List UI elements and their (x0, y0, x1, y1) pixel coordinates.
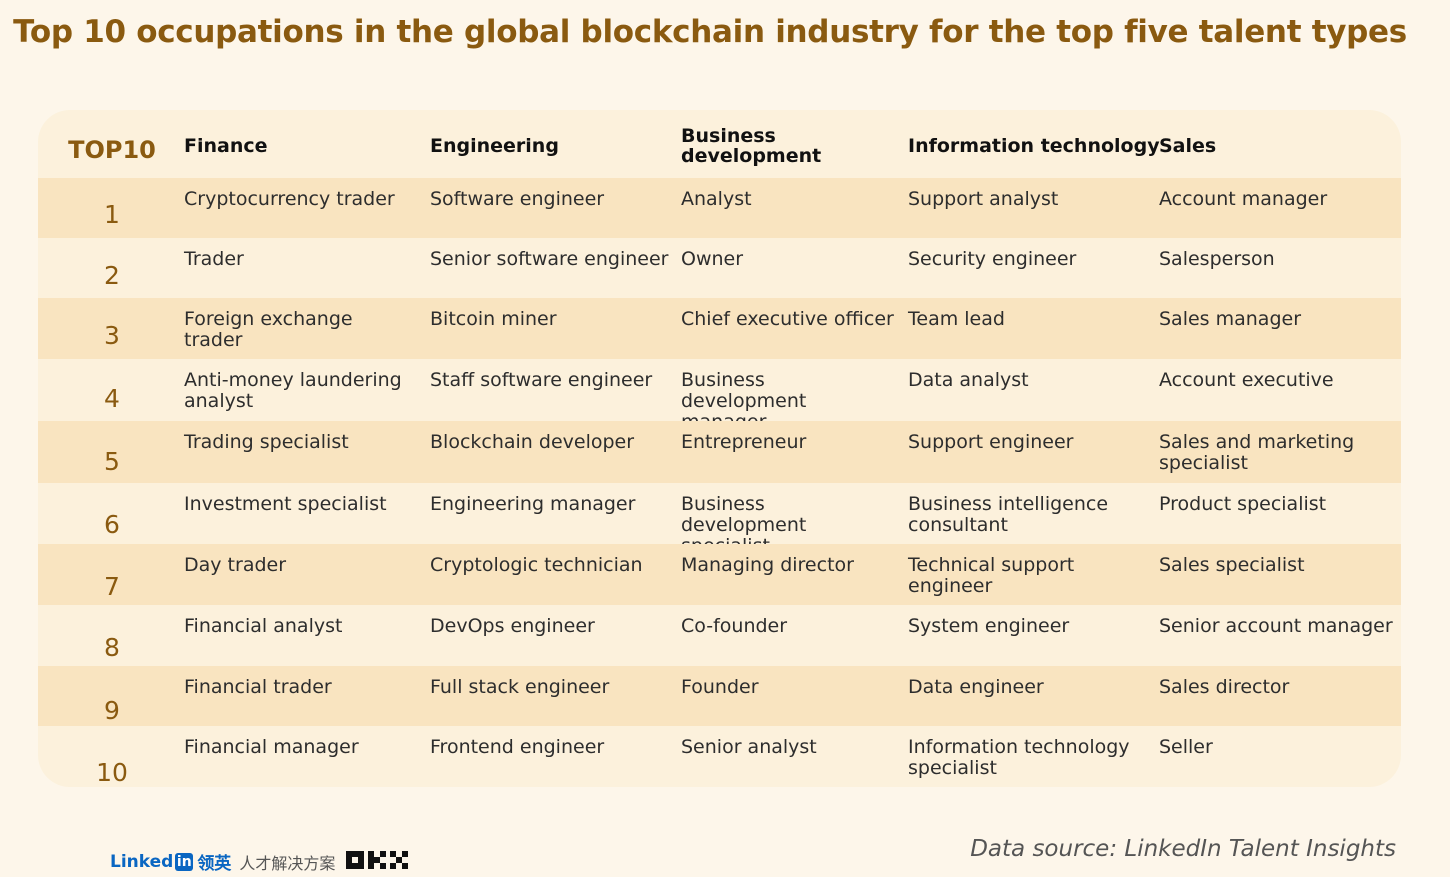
linkedin-chinese-name: 领英 (197, 854, 232, 874)
cell-engineering: Software engineer (430, 188, 605, 210)
cell-information-technology: System engineer (908, 615, 1070, 637)
cell-information-technology: Support analyst (908, 188, 1059, 210)
rank-number: 1 (104, 200, 120, 229)
cell-finance: Financial trader (184, 676, 332, 698)
cell-engineering: Blockchain developer (430, 431, 635, 453)
column-header-business-development: Business development (681, 125, 822, 167)
cell-information-technology: Team lead (908, 308, 1005, 330)
column-header-engineering: Engineering (430, 135, 559, 157)
cell-engineering: Senior software engineer (430, 248, 669, 270)
table-row: 3 Foreign exchange trader Bitcoin miner Chi… (38, 298, 1401, 359)
rank-number: 5 (104, 447, 120, 476)
table-row: 4 Anti-money laundering analyst Staff soft… (38, 359, 1401, 433)
cell-finance: Investment specialist (184, 493, 387, 515)
cell-finance: Anti-money laundering analyst (184, 369, 402, 412)
cell-information-technology: Support engineer (908, 431, 1074, 453)
rank-number: 2 (104, 261, 120, 290)
cell-finance: Day trader (184, 554, 287, 576)
cell-information-technology: Data engineer (908, 676, 1044, 698)
rank-number: 6 (104, 510, 120, 539)
table-header: TOP10 Finance Engineering Business devel… (38, 110, 1401, 178)
table-row: 6 Investment specialist Engineering manage… (38, 483, 1401, 557)
cell-information-technology: Business intelligence consultant (908, 493, 1109, 536)
linkedin-logo: Linked in 领英 人才解决方案 (110, 849, 336, 875)
cell-business-development: Entrepreneur (681, 431, 807, 453)
rank-number: 3 (104, 321, 120, 350)
rank-number: 9 (104, 696, 120, 725)
rank-number: 7 (104, 572, 120, 601)
rank-number: 4 (104, 384, 120, 413)
cell-information-technology: Information technology specialist (908, 736, 1130, 779)
rank-number: 10 (96, 758, 128, 787)
occupations-table: TOP10 Finance Engineering Business devel… (38, 110, 1401, 787)
cell-engineering: Frontend engineer (430, 736, 605, 758)
cell-business-development: Co-founder (681, 615, 788, 637)
table-row: 7 Day trader Cryptologic technician Managin… (38, 544, 1401, 605)
cell-sales: Sales and marketing specialist (1159, 431, 1355, 474)
cell-engineering: Cryptologic technician (430, 554, 643, 576)
cell-finance: Foreign exchange trader (184, 308, 353, 351)
table-row: 2 Trader Senior software engineer Owner Secu… (38, 238, 1401, 298)
table-row: 9 Financial trader Full stack engineer Foun… (38, 666, 1401, 726)
column-header-finance: Finance (184, 135, 268, 157)
cell-sales: Sales specialist (1159, 554, 1305, 576)
cell-finance: Trading specialist (184, 431, 349, 453)
column-header-sales: Sales (1159, 135, 1217, 157)
cell-business-development: Owner (681, 248, 744, 270)
linkedin-talent-solutions: 人才解决方案 (239, 853, 336, 873)
cell-engineering: Staff software engineer (430, 369, 653, 391)
cell-business-development: Founder (681, 676, 759, 698)
cell-sales: Sales director (1159, 676, 1290, 698)
linkedin-in-icon: in (175, 852, 194, 871)
cell-business-development: Analyst (681, 188, 752, 210)
column-header-information-technology: Information technology (908, 135, 1160, 157)
cell-finance: Financial manager (184, 736, 359, 758)
cell-sales: Salesperson (1159, 248, 1275, 270)
table-row: 5 Trading specialist Blockchain developer E… (38, 421, 1401, 483)
table-row: 1 Cryptocurrency trader Software engineer A… (38, 178, 1401, 238)
table-row: 10 Financial manager Frontend engineer Seni… (38, 726, 1401, 788)
corner-label: TOP10 (68, 136, 156, 164)
okx-logo-icon (346, 851, 408, 869)
page-title: Top 10 occupations in the global blockch… (13, 14, 1407, 50)
cell-sales: Sales manager (1159, 308, 1302, 330)
cell-engineering: DevOps engineer (430, 615, 595, 637)
cell-engineering: Engineering manager (430, 493, 636, 515)
cell-sales: Senior account manager (1159, 615, 1393, 637)
cell-sales: Account manager (1159, 188, 1328, 210)
cell-sales: Product specialist (1159, 493, 1327, 515)
cell-finance: Trader (184, 248, 244, 270)
cell-business-development: Senior analyst (681, 736, 817, 758)
cell-information-technology: Security engineer (908, 248, 1077, 270)
cell-finance: Financial analyst (184, 615, 343, 637)
cell-engineering: Full stack engineer (430, 676, 610, 698)
rank-number: 8 (104, 633, 120, 662)
table-row: 8 Financial analyst DevOps engineer Co-foun… (38, 605, 1401, 666)
cell-finance: Cryptocurrency trader (184, 188, 395, 210)
cell-engineering: Bitcoin miner (430, 308, 557, 330)
linkedin-wordmark: Linked (110, 851, 174, 872)
cell-business-development: Chief executive officer (681, 308, 894, 330)
data-source: Data source: LinkedIn Talent Insights (970, 836, 1396, 862)
cell-sales: Seller (1159, 736, 1213, 758)
cell-information-technology: Technical support engineer (908, 554, 1075, 597)
cell-sales: Account executive (1159, 369, 1334, 391)
cell-information-technology: Data analyst (908, 369, 1029, 391)
cell-business-development: Managing director (681, 554, 854, 576)
